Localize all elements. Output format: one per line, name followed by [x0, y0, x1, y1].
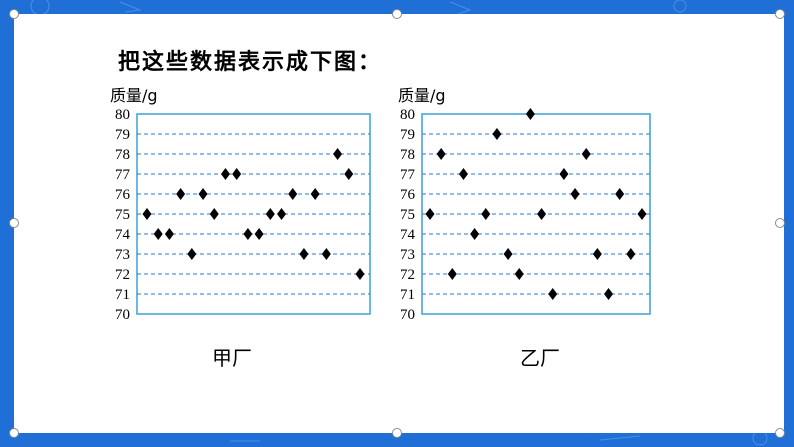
resize-handle-bottom-center[interactable]	[392, 428, 402, 438]
data-point-jia-17	[321, 248, 331, 260]
data-point-yi-12	[548, 288, 558, 300]
data-point-jia-12	[265, 208, 275, 220]
y-tick-label-jia-77: 77	[115, 167, 131, 183]
y-tick-label-yi-70: 70	[400, 307, 415, 323]
data-point-yi-15	[581, 148, 591, 160]
y-tick-label-jia-78: 78	[115, 147, 130, 163]
data-point-yi-19	[626, 248, 636, 260]
y-tick-label-yi-73: 73	[400, 247, 415, 263]
data-point-jia-5	[187, 248, 197, 260]
y-tick-label-yi-78: 78	[400, 147, 415, 163]
data-point-yi-16	[592, 248, 602, 260]
data-point-yi-18	[615, 188, 625, 200]
y-tick-label-jia-76: 76	[115, 187, 131, 203]
y-tick-label-jia-70: 70	[115, 307, 130, 323]
data-point-yi-8	[503, 248, 513, 260]
y-tick-label-jia-75: 75	[115, 207, 130, 223]
data-point-yi-17	[604, 288, 614, 300]
chart-caption-yi: 乙厂	[520, 346, 560, 370]
slide-heading: 把这些数据表示成下图：	[118, 50, 383, 75]
data-point-jia-11	[254, 228, 264, 240]
data-point-yi-9	[514, 268, 524, 280]
resize-handle-top-right[interactable]	[775, 9, 785, 19]
resize-handle-bottom-left[interactable]	[9, 428, 19, 438]
resize-handle-middle-right[interactable]	[775, 218, 785, 228]
data-point-jia-19	[344, 168, 354, 180]
y-tick-label-jia-71: 71	[115, 287, 130, 303]
data-point-yi-14	[570, 188, 580, 200]
data-point-yi-4	[458, 168, 468, 180]
y-tick-label-jia-73: 73	[115, 247, 130, 263]
resize-handle-middle-left[interactable]	[9, 218, 19, 228]
y-tick-label-yi-80: 80	[400, 107, 415, 123]
y-axis-label-jia: 质量/g	[110, 86, 158, 105]
data-point-jia-18	[333, 148, 343, 160]
y-tick-label-jia-80: 80	[115, 107, 130, 123]
data-point-jia-1	[142, 208, 152, 220]
data-point-jia-7	[209, 208, 219, 220]
y-tick-label-yi-79: 79	[400, 127, 415, 143]
y-tick-label-yi-74: 74	[400, 227, 416, 243]
data-point-jia-10	[243, 228, 253, 240]
data-point-yi-3	[447, 268, 457, 280]
y-tick-label-yi-75: 75	[400, 207, 415, 223]
data-point-jia-2	[153, 228, 163, 240]
data-point-yi-20	[637, 208, 647, 220]
slide-canvas	[14, 14, 784, 433]
y-tick-label-yi-76: 76	[400, 187, 416, 203]
resize-handle-bottom-right[interactable]	[775, 428, 785, 438]
resize-handle-top-left[interactable]	[9, 9, 19, 19]
resize-handle-top-center[interactable]	[392, 9, 402, 19]
data-point-yi-11	[537, 208, 547, 220]
y-tick-label-yi-72: 72	[400, 267, 415, 283]
chart-caption-jia: 甲厂	[212, 346, 252, 370]
y-tick-label-yi-77: 77	[400, 167, 416, 183]
data-point-jia-20	[355, 268, 365, 280]
data-point-jia-4	[176, 188, 186, 200]
data-point-jia-16	[310, 188, 320, 200]
data-point-jia-3	[164, 228, 174, 240]
data-point-yi-2	[436, 148, 446, 160]
data-point-jia-8	[220, 168, 230, 180]
data-point-jia-6	[198, 188, 208, 200]
y-tick-label-yi-71: 71	[400, 287, 415, 303]
data-point-jia-13	[277, 208, 287, 220]
data-point-yi-5	[470, 228, 480, 240]
y-axis-label-yi: 质量/g	[398, 86, 446, 105]
data-point-jia-9	[232, 168, 242, 180]
data-point-jia-14	[288, 188, 298, 200]
data-point-yi-10	[525, 108, 535, 120]
data-point-yi-1	[425, 208, 435, 220]
data-point-yi-6	[481, 208, 491, 220]
data-point-yi-7	[492, 128, 502, 140]
y-tick-label-jia-74: 74	[115, 227, 131, 243]
data-point-jia-15	[299, 248, 309, 260]
y-tick-label-jia-72: 72	[115, 267, 130, 283]
data-point-yi-13	[559, 168, 569, 180]
y-tick-label-jia-79: 79	[115, 127, 130, 143]
